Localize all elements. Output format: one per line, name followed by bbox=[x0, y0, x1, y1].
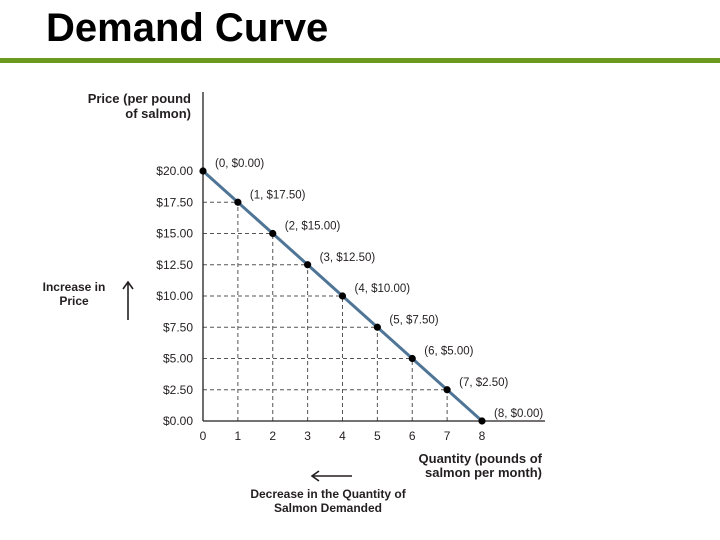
y-tick-label: $12.50 bbox=[156, 258, 193, 272]
data-point bbox=[373, 323, 381, 331]
data-point bbox=[408, 354, 416, 363]
quantity-annotation-line-1: Decrease in the Quantity of bbox=[250, 487, 406, 501]
point-label: (4, $10.00) bbox=[355, 283, 411, 295]
point-label: (6, $5.00) bbox=[424, 346, 473, 358]
y-axis-label-line-2: of salmon) bbox=[125, 106, 191, 121]
y-axis-label-line-1: Price (per pound bbox=[88, 91, 191, 106]
y-tick-label: $5.00 bbox=[163, 352, 193, 366]
up-arrow-icon bbox=[122, 280, 134, 320]
x-tick-label: 3 bbox=[304, 429, 311, 443]
data-point bbox=[443, 386, 451, 394]
price-annotation-line-2: Price bbox=[59, 294, 89, 308]
guide-lines bbox=[203, 201, 448, 421]
x-tick-label: 0 bbox=[200, 429, 207, 443]
point-label: (7, $2.50) bbox=[459, 377, 508, 389]
data-point bbox=[269, 229, 277, 238]
quantity-annotation-line-2: Salmon Demanded bbox=[274, 501, 382, 515]
point-label: (0, $0.00) bbox=[215, 158, 264, 170]
tick-labels: 0 1 2 3 4 5 6 7 8 $0.00 $2.50 $5.00 $7.50 $10.00 $12.5… bbox=[156, 164, 485, 443]
x-tick-label: 4 bbox=[339, 429, 346, 443]
x-axis-label-line-2: salmon per month) bbox=[425, 465, 542, 480]
y-tick-label: $17.50 bbox=[156, 195, 193, 209]
x-tick-label: 5 bbox=[374, 429, 381, 443]
point-label: (2, $15.00) bbox=[285, 221, 341, 233]
data-point bbox=[338, 292, 347, 300]
data-point bbox=[478, 417, 486, 425]
slide-title: Demand Curve bbox=[46, 6, 329, 50]
data-point bbox=[199, 167, 207, 175]
price-annotation-line-1: Increase in bbox=[43, 280, 106, 294]
data-point bbox=[234, 198, 242, 206]
x-tick-label: 7 bbox=[444, 429, 451, 443]
y-tick-label: $2.50 bbox=[163, 383, 193, 397]
x-tick-label: 1 bbox=[235, 429, 242, 443]
series-demand bbox=[199, 167, 486, 425]
y-tick-label: $15.00 bbox=[156, 227, 193, 241]
point-label: (5, $7.50) bbox=[389, 314, 438, 326]
y-tick-label: $0.00 bbox=[163, 414, 193, 428]
y-tick-label: $10.00 bbox=[156, 289, 193, 303]
y-tick-label: $7.50 bbox=[163, 320, 193, 334]
x-axis-label-line-1: Quantity (pounds of bbox=[419, 451, 543, 466]
axes bbox=[202, 92, 545, 422]
x-tick-label: 6 bbox=[409, 429, 416, 443]
data-point bbox=[304, 261, 312, 269]
x-tick-label: 8 bbox=[479, 429, 486, 443]
y-tick-label: $20.00 bbox=[156, 164, 193, 178]
left-arrow-icon bbox=[310, 470, 352, 482]
point-label: (8, $0.00) bbox=[494, 408, 543, 420]
point-label: (3, $12.50) bbox=[320, 252, 376, 264]
x-tick-label: 2 bbox=[269, 429, 276, 443]
point-labels: (0, $0.00) (1, $17.50) (2, $15.00) (3, $12.… bbox=[215, 158, 543, 420]
point-label: (1, $17.50) bbox=[250, 189, 306, 201]
title-underline bbox=[0, 58, 720, 63]
